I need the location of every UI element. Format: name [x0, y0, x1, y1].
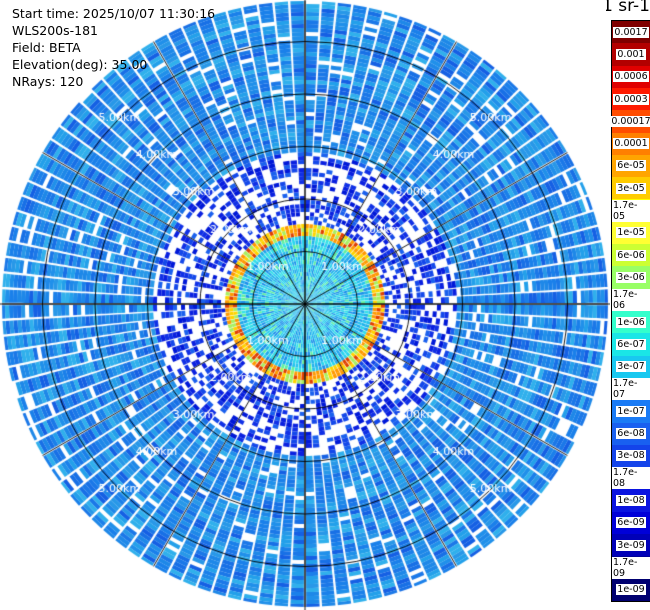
colorbar-level: 1e-09 — [612, 578, 650, 601]
colorbar-level: 0.0006 — [612, 65, 650, 88]
colorbar: 0.0017 0.001 0.0006 0.0003 0.00017 0.0001 6e-0… — [610, 20, 650, 602]
colorbar-level: 0.0003 — [612, 87, 650, 111]
colorbar-level: 1.7e-06 — [612, 288, 650, 311]
colorbar-tick-label: 6e-09 — [616, 517, 646, 529]
colorbar-level: 1e-05 — [612, 221, 650, 245]
colorbar-level: 3e-07 — [612, 355, 650, 378]
colorbar-level: 0.001 — [612, 43, 650, 66]
colorbar-level: 3e-09 — [612, 534, 650, 557]
colorbar-tick-label: 3e-09 — [616, 539, 646, 551]
colorbar-tick-label: 1.7e-05 — [612, 199, 650, 222]
colorbar-level: 1e-06 — [612, 311, 650, 334]
colorbar-tick-label: 1.7e-09 — [612, 556, 650, 579]
colorbar-tick-label: 0.0001 — [613, 138, 649, 150]
colorbar-level: 1.7e-05 — [612, 199, 650, 222]
colorbar-level: 1.7e-09 — [612, 556, 650, 579]
field-text: Field: BETA — [12, 40, 81, 55]
colorbar-level: 1e-08 — [612, 489, 650, 512]
colorbar-level: 0.00017 — [610, 110, 650, 133]
colorbar-tick-label: 0.001 — [616, 48, 646, 60]
colorbar-level: 6e-05 — [612, 154, 650, 178]
colorbar-tick-label: 1e-06 — [616, 316, 646, 328]
colorbar-level: 6e-09 — [612, 511, 650, 535]
colorbar-tick-label: 6e-08 — [616, 428, 646, 440]
colorbar-tick-label: 1.7e-08 — [612, 467, 650, 490]
colorbar-tick-label: 3e-06 — [616, 272, 646, 284]
colorbar-tick-label: 1e-08 — [616, 495, 646, 507]
colorbar-level: 6e-06 — [612, 244, 650, 267]
colorbar-level: 1e-07 — [612, 400, 650, 423]
colorbar-tick-label: 3e-08 — [616, 450, 646, 462]
colorbar-tick-label: 6e-07 — [616, 338, 646, 350]
plot-info: Start time: 2025/10/07 11:30:16 WLS200s-… — [12, 5, 215, 90]
ppi-plot — [0, 0, 610, 610]
colorbar-tick-label: 1.7e-06 — [612, 288, 650, 311]
colorbar-level: 0.0017 — [612, 21, 650, 44]
colorbar-tick-label: 6e-05 — [616, 160, 646, 172]
colorbar-tick-label: 3e-07 — [616, 361, 646, 373]
colorbar-tick-label: 1e-09 — [616, 584, 646, 596]
start-time-text: Start time: 2025/10/07 11:30:16 — [12, 6, 216, 21]
colorbar-level: 6e-07 — [612, 333, 650, 356]
instrument-text: WLS200s-181 — [12, 23, 98, 38]
colorbar-tick-label: 3e-05 — [616, 182, 646, 194]
colorbar-title: m-1 sr-1 — [606, 0, 650, 16]
colorbar-tick-label: 0.0006 — [613, 71, 649, 83]
nrays-text: NRays: 120 — [12, 74, 84, 89]
colorbar-tick-label: 1.7e-07 — [612, 378, 650, 401]
colorbar-level: 3e-05 — [612, 177, 650, 200]
colorbar-level: 0.0001 — [612, 132, 650, 155]
colorbar-tick-label: 6e-06 — [616, 249, 646, 261]
elevation-text: Elevation(deg): 35.00 — [12, 57, 148, 72]
colorbar-level: 6e-08 — [612, 422, 650, 445]
colorbar-tick-label: 1e-07 — [616, 405, 646, 417]
colorbar-tick-label: 0.0017 — [613, 26, 649, 38]
colorbar-level: 1.7e-08 — [612, 467, 650, 490]
colorbar-level: 3e-06 — [612, 266, 650, 289]
colorbar-tick-label: 0.00017 — [610, 115, 650, 127]
colorbar-tick-label: 0.0003 — [613, 93, 649, 105]
colorbar-level: 1.7e-07 — [612, 377, 650, 401]
colorbar-tick-label: 1e-05 — [616, 227, 646, 239]
colorbar-level: 3e-08 — [612, 444, 650, 468]
